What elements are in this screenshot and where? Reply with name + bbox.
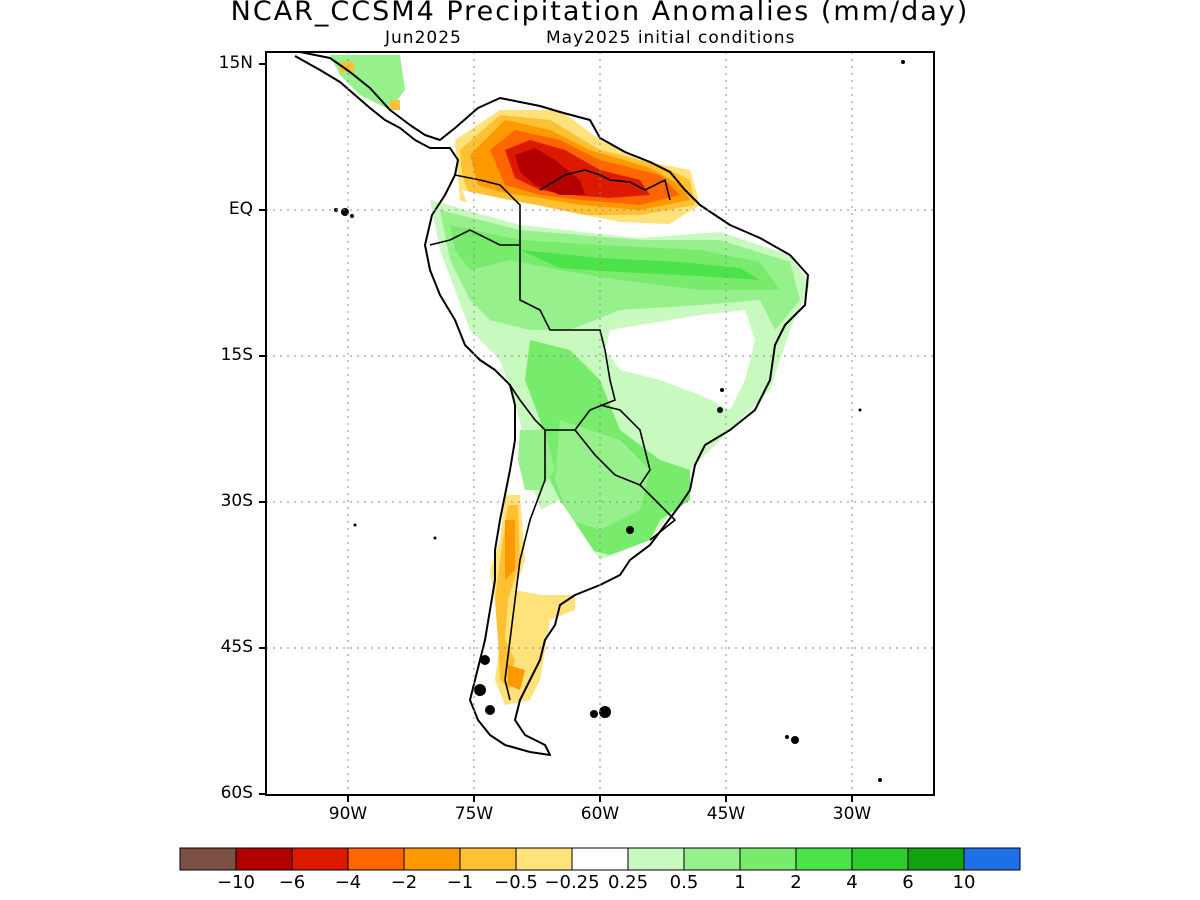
colorbar-swatch (179, 847, 237, 871)
lon-label: 45W (706, 804, 746, 824)
colorbar (179, 847, 1021, 871)
colorbar-label: 2 (790, 872, 802, 893)
colorbar-label: 6 (902, 872, 914, 893)
anomaly-orange-region (505, 520, 515, 580)
lat-label: EQ (228, 199, 253, 219)
anomaly-dark-red-region (515, 148, 585, 195)
anomaly-white-band (462, 190, 700, 238)
colorbar-swatch (795, 847, 853, 871)
colorbar-swatch (963, 847, 1021, 871)
colorbar-swatch (403, 847, 461, 871)
initial-conditions: May2025 initial conditions (546, 28, 796, 48)
lon-label: 75W (454, 804, 494, 824)
colorbar-swatch (235, 847, 293, 871)
lat-label: 45S (220, 637, 253, 657)
islands (334, 60, 905, 782)
colorbar-label: −4 (334, 872, 362, 893)
colorbar-swatch (515, 847, 573, 871)
colorbar-label: −0.5 (494, 872, 538, 893)
colorbar-label: −0.25 (544, 872, 600, 893)
colorbar-swatch (459, 847, 517, 871)
lat-label: 60S (220, 783, 253, 803)
anomaly-neutral-region (605, 310, 755, 410)
anomaly-fields (330, 55, 810, 705)
lon-label: 30W (832, 804, 872, 824)
colorbar-swatch (851, 847, 909, 871)
map-title: NCAR_CCSM4 Precipitation Anomalies (mm/d… (230, 0, 970, 27)
colorbar-swatch (907, 847, 965, 871)
axis-ticks (259, 63, 853, 802)
forecast-month: Jun2025 (385, 28, 462, 48)
colorbar-label: −2 (390, 872, 418, 893)
lon-label: 90W (328, 804, 368, 824)
colorbar-label: −10 (217, 872, 255, 893)
south-america-outline (294, 51, 809, 756)
colorbar-label: −1 (446, 872, 474, 893)
anomaly-orange-region (508, 665, 525, 690)
lat-label: 30S (220, 491, 253, 511)
colorbar-swatch (683, 847, 741, 871)
colorbar-swatch (739, 847, 797, 871)
anomaly-bright-green-region (520, 250, 760, 280)
colorbar-label: 4 (846, 872, 858, 893)
colorbar-swatch (347, 847, 405, 871)
lon-label: 60W (580, 804, 620, 824)
colorbar-label: 1 (734, 872, 746, 893)
anomaly-orange-spot (390, 100, 400, 110)
colorbar-label: 0.5 (669, 872, 699, 893)
gridlines (266, 52, 934, 795)
colorbar-label: 10 (952, 872, 976, 893)
anomaly-orange-spot (340, 62, 354, 72)
lat-label: 15S (220, 345, 253, 365)
colorbar-label: 0.25 (607, 872, 649, 893)
country-borders (429, 169, 677, 701)
anomaly-green-region (555, 420, 650, 530)
colorbar-swatch (627, 847, 685, 871)
lat-label: 15N (218, 53, 253, 73)
colorbar-swatch (291, 847, 349, 871)
colorbar-label: −6 (278, 872, 306, 893)
colorbar-swatch (571, 847, 629, 871)
